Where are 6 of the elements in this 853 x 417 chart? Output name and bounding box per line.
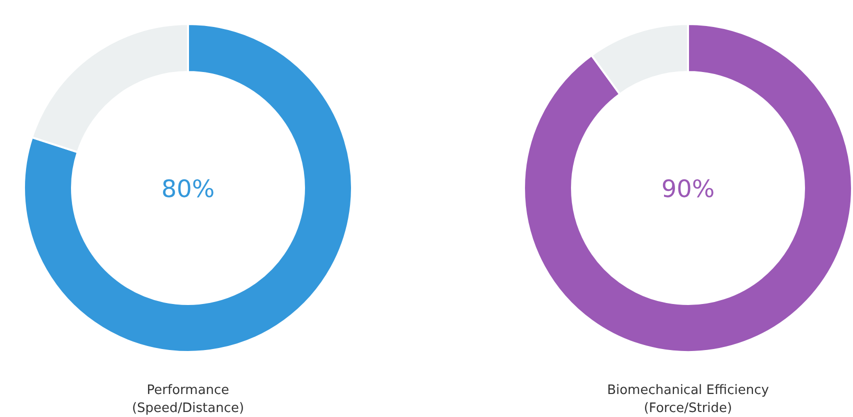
donut-slice [523,23,853,353]
text: 90% [661,175,715,203]
donut-slice [23,23,353,353]
text: 80% [161,175,215,203]
text: Biomechanical Efficiency (Force/Stride) [607,383,770,416]
text: Performance (Speed/Distance) [132,383,244,416]
